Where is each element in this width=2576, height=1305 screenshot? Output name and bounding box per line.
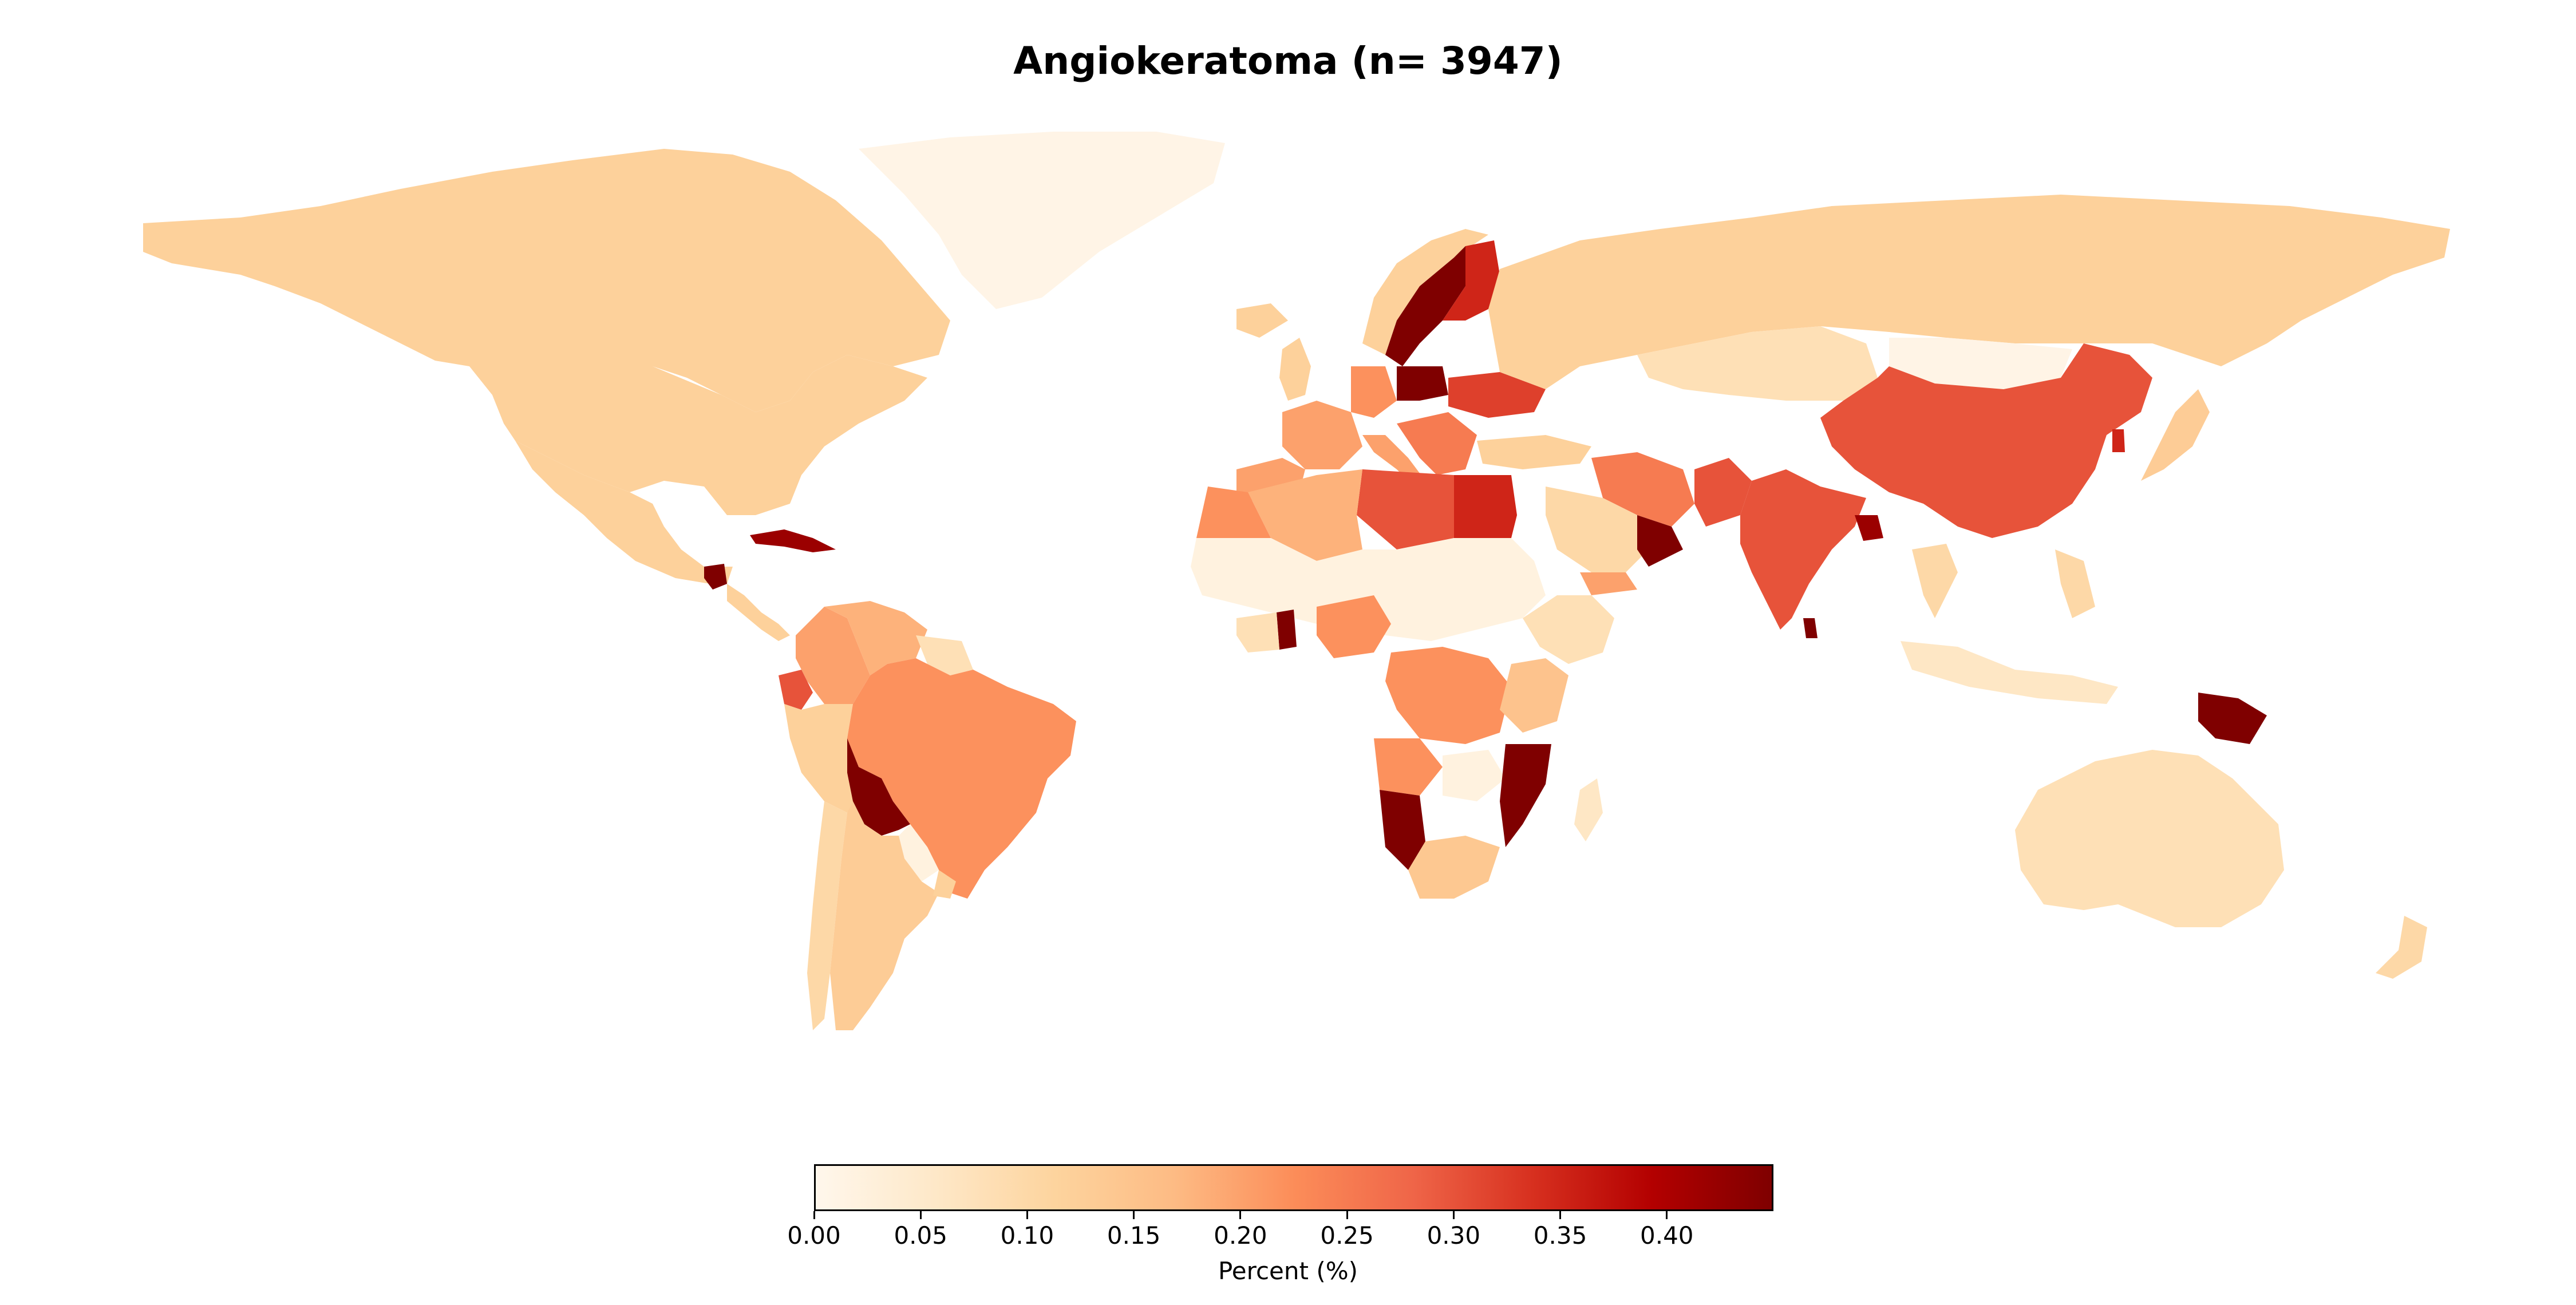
country-poland — [1397, 366, 1448, 401]
country-libya — [1357, 469, 1454, 549]
country-mongolia — [1889, 338, 2072, 389]
colorbar-tick-mark — [813, 1211, 815, 1219]
country-morocco — [1196, 487, 1271, 544]
country-sri-lanka — [1803, 618, 1818, 638]
country-zambia — [1443, 750, 1506, 801]
country-ukraine — [1448, 372, 1546, 418]
country-sahel — [1191, 538, 1546, 641]
country-argentina — [830, 801, 939, 1030]
country-india — [1740, 469, 1866, 630]
country-mexico — [515, 441, 733, 584]
country-sweden — [1385, 246, 1465, 366]
colorbar-tick-label: 0.10 — [1000, 1221, 1054, 1249]
country-australia — [2015, 750, 2284, 927]
country-egypt — [1454, 475, 1517, 538]
country-yemen — [1580, 572, 1637, 595]
country-china — [1820, 343, 2152, 538]
map-title: Angiokeratoma (n= 3947) — [1013, 39, 1563, 83]
country-united-kingdom — [1279, 338, 1311, 401]
colorbar-tick-mark — [919, 1211, 922, 1219]
country-greenland — [859, 132, 1225, 309]
country-bangladesh — [1855, 515, 1883, 541]
colorbar-tick-mark — [1133, 1211, 1135, 1219]
country-turkey — [1477, 435, 1591, 469]
country-ghana — [1277, 610, 1297, 650]
country-south-africa — [1408, 836, 1500, 899]
country-iran — [1591, 452, 1694, 527]
country-layer — [143, 132, 2450, 1030]
country-philippines — [2055, 549, 2095, 618]
country-iceland — [1236, 303, 1288, 338]
country-germany — [1351, 366, 1397, 418]
country-ecuador — [779, 670, 813, 710]
colorbar-tick-mark — [1559, 1211, 1562, 1219]
colorbar — [814, 1164, 1773, 1211]
country-peru — [784, 704, 859, 813]
country-finland — [1443, 240, 1500, 321]
country-kazakhstan — [1637, 326, 1878, 401]
country-new-zealand — [2376, 916, 2427, 979]
country-thailand — [1912, 544, 1958, 618]
country-russia — [1488, 195, 2450, 389]
country-ethiopia — [1523, 595, 1614, 664]
country-paraguay — [899, 824, 939, 881]
colorbar-tick-label: 0.40 — [1640, 1221, 1694, 1249]
country-madagascar — [1574, 778, 1603, 841]
country-angola — [1374, 738, 1443, 796]
country-oman — [1637, 515, 1683, 567]
country-east-africa — [1500, 658, 1568, 733]
colorbar-tick-mark — [1026, 1211, 1028, 1219]
country-nigeria — [1317, 595, 1391, 658]
country-canada — [143, 149, 950, 412]
colorbar-tick-mark — [1346, 1211, 1348, 1219]
colorbar-tick-label: 0.30 — [1427, 1221, 1481, 1249]
country-chile — [807, 801, 847, 1030]
country-dr-congo — [1385, 647, 1511, 744]
colorbar-tick-label: 0.20 — [1214, 1221, 1267, 1249]
colorbar-tick-mark — [1666, 1211, 1668, 1219]
country-papua-new-guinea — [2198, 693, 2267, 744]
country-colombia — [796, 607, 870, 704]
colorbar-label: Percent (%) — [1218, 1257, 1358, 1285]
colorbar-tick-label: 0.15 — [1107, 1221, 1161, 1249]
country-france — [1282, 401, 1362, 469]
country-cuba — [750, 529, 836, 552]
country-norway — [1362, 229, 1488, 355]
country-bolivia — [847, 738, 910, 836]
colorbar-tick-label: 0.00 — [787, 1221, 841, 1249]
colorbar-tick-mark — [1239, 1211, 1242, 1219]
country-brazil — [847, 658, 1076, 899]
colorbar-tick-label: 0.35 — [1533, 1221, 1587, 1249]
country-algeria — [1248, 469, 1362, 561]
country-south-korea — [2112, 429, 2125, 452]
colorbar-tick-label: 0.25 — [1320, 1221, 1374, 1249]
country-central-america — [727, 584, 790, 641]
colorbar-tick-mark — [1452, 1211, 1455, 1219]
country-pakistan — [1694, 458, 1752, 527]
country-venezuela — [824, 601, 927, 675]
country-guatemala — [704, 564, 727, 590]
country-saudi-arabia — [1546, 487, 1649, 572]
colorbar-tick-label: 0.05 — [894, 1221, 947, 1249]
country-uruguay — [933, 870, 956, 899]
country-namibia — [1380, 790, 1425, 870]
country-mozambique — [1500, 744, 1551, 847]
country-indonesia — [1901, 641, 2118, 704]
country-japan — [2141, 389, 2210, 481]
country-west-coast — [1236, 612, 1279, 652]
country-balkans — [1397, 412, 1477, 475]
